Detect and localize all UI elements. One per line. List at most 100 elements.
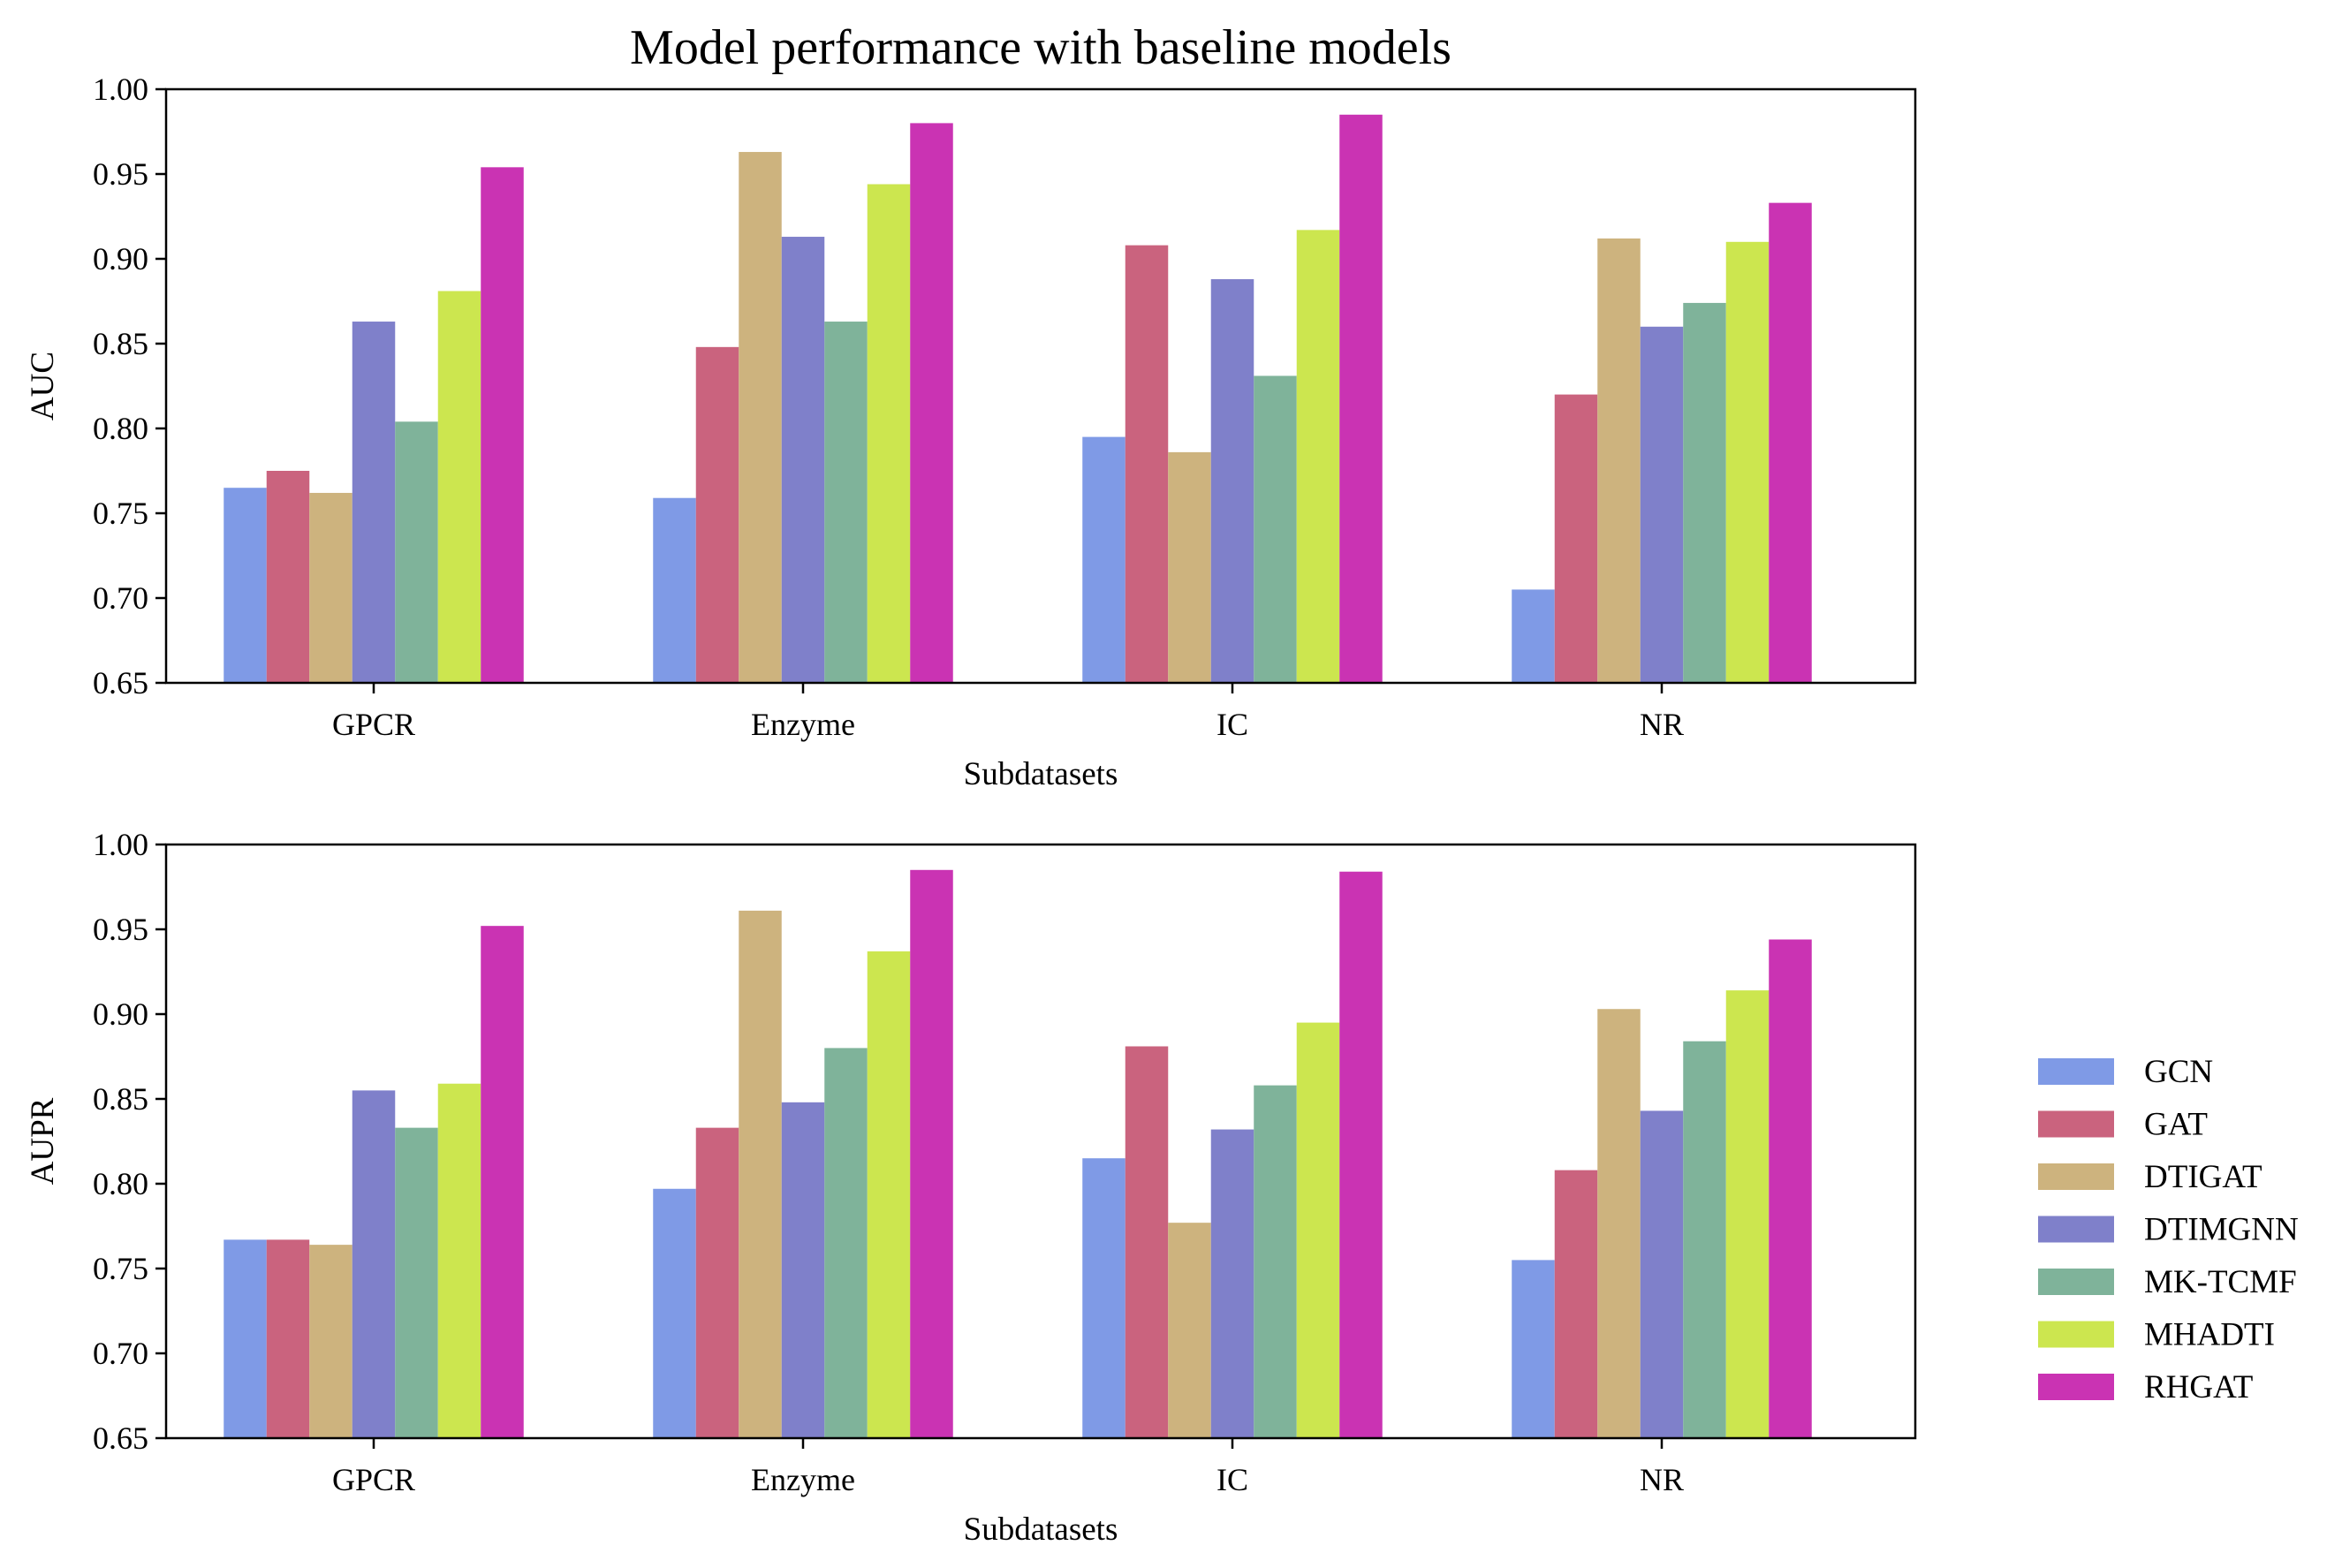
bar-rhgat-ic bbox=[1339, 871, 1383, 1438]
legend-label-dtigat: DTIGAT bbox=[2144, 1159, 2262, 1195]
bar-dtigat-ic bbox=[1168, 451, 1211, 683]
bar-gcn-nr bbox=[1512, 1260, 1555, 1438]
chart-panels: 0.65 0.70 0.75 0.80 0.85 0.90 0.95 1.00 GPCR Enzy… bbox=[25, 72, 1917, 1548]
axes-frame bbox=[164, 87, 1917, 685]
bar-dtimgnn-ic bbox=[1210, 279, 1254, 683]
bar-gat-gpcr bbox=[266, 471, 310, 683]
y-tick-label: 0.70 bbox=[93, 580, 148, 616]
bar-dtimgnn-enzyme bbox=[781, 1102, 825, 1438]
bar-gcn-enzyme bbox=[653, 497, 696, 683]
legend-swatch-rhgat bbox=[2038, 1374, 2114, 1400]
bar-rhgat-enzyme bbox=[910, 869, 953, 1438]
legend-label-rhgat: RHGAT bbox=[2144, 1369, 2253, 1405]
x-tick-label: NR bbox=[1640, 1462, 1684, 1497]
bar-gat-nr bbox=[1554, 394, 1598, 683]
bar-dtigat-ic bbox=[1168, 1223, 1211, 1438]
y-tick-label: 0.90 bbox=[93, 241, 148, 276]
bar-dtigat-gpcr bbox=[309, 1245, 352, 1438]
y-tick-label: 0.80 bbox=[93, 1166, 148, 1201]
bar-gat-enzyme bbox=[695, 1127, 739, 1438]
y-tick-label: 1.00 bbox=[93, 827, 148, 862]
bar-gcn-ic bbox=[1082, 436, 1126, 683]
x-tick-label: GPCR bbox=[332, 1462, 415, 1497]
legend-swatch-gat bbox=[2038, 1110, 2114, 1138]
x-tick-label: GPCR bbox=[332, 707, 415, 742]
bar-dtimgnn-ic bbox=[1210, 1129, 1254, 1438]
y-tick-label: 0.80 bbox=[93, 411, 148, 446]
figure-title: Model performance with baseline models bbox=[630, 20, 1451, 75]
bar-dtimgnn-gpcr bbox=[352, 1090, 396, 1438]
y-tick-label: 0.95 bbox=[93, 912, 148, 947]
bar-gat-ic bbox=[1125, 245, 1169, 683]
y-tick-label: 0.90 bbox=[93, 996, 148, 1032]
legend-label-gat: GAT bbox=[2144, 1107, 2208, 1143]
y-tick-label: 0.65 bbox=[93, 1420, 148, 1456]
bar-mhadti-gpcr bbox=[437, 291, 481, 683]
bar-mk-tcmf-ic bbox=[1254, 1085, 1297, 1438]
y-tick-label: 0.65 bbox=[93, 665, 148, 701]
bar-gat-gpcr bbox=[266, 1239, 310, 1438]
bar-mhadti-enzyme bbox=[867, 184, 911, 683]
bar-mk-tcmf-enzyme bbox=[824, 322, 868, 683]
x-tick-label: IC bbox=[1216, 1462, 1248, 1497]
y-tick-label: 0.85 bbox=[93, 1081, 148, 1117]
bar-gcn-ic bbox=[1082, 1158, 1126, 1438]
x-tick-label: Enzyme bbox=[751, 707, 855, 742]
bar-mhadti-ic bbox=[1296, 1022, 1340, 1438]
bar-mhadti-nr bbox=[1725, 241, 1770, 683]
chart-panel-2: 0.65 0.70 0.75 0.80 0.85 0.90 0.95 1.00 GPCR Enzy… bbox=[25, 827, 1917, 1548]
bar-dtigat-enzyme bbox=[739, 152, 782, 684]
legend-label-gcn: GCN bbox=[2144, 1054, 2213, 1090]
y-axis-label: AUPR bbox=[25, 1097, 61, 1185]
bar-dtigat-enzyme bbox=[739, 910, 782, 1438]
bar-dtigat-nr bbox=[1597, 1009, 1641, 1438]
bar-gcn-nr bbox=[1512, 589, 1555, 683]
legend-swatch-dtigat bbox=[2038, 1163, 2114, 1190]
bar-gcn-gpcr bbox=[224, 488, 267, 683]
bar-mhadti-nr bbox=[1725, 990, 1770, 1438]
legend: GCN GAT DTIGAT DTIMGNN MK-TCMF MHADTI RHGAT bbox=[2038, 1054, 2299, 1405]
bar-mk-tcmf-gpcr bbox=[395, 421, 438, 683]
chart-panel-1: 0.65 0.70 0.75 0.80 0.85 0.90 0.95 1.00 GPCR Enzy… bbox=[25, 72, 1917, 792]
bar-mk-tcmf-enzyme bbox=[824, 1048, 868, 1438]
bar-mhadti-ic bbox=[1296, 230, 1340, 683]
legend-swatch-gcn bbox=[2038, 1058, 2114, 1085]
legend-swatch-mk-tcmf bbox=[2038, 1269, 2114, 1295]
legend-label-mhadti: MHADTI bbox=[2144, 1317, 2275, 1353]
bar-gat-enzyme bbox=[695, 346, 739, 683]
y-tick-label: 0.75 bbox=[93, 496, 148, 531]
bar-rhgat-nr bbox=[1769, 939, 1812, 1438]
bar-mhadti-gpcr bbox=[437, 1083, 481, 1438]
bar-dtimgnn-nr bbox=[1640, 1110, 1684, 1438]
bar-mk-tcmf-nr bbox=[1683, 1041, 1726, 1438]
bar-gcn-enzyme bbox=[653, 1188, 696, 1438]
y-axis-label: AUC bbox=[25, 352, 61, 420]
bar-rhgat-gpcr bbox=[481, 167, 524, 683]
bar-rhgat-gpcr bbox=[481, 926, 524, 1438]
bar-gcn-gpcr bbox=[224, 1239, 267, 1438]
bar-mhadti-enzyme bbox=[867, 951, 911, 1438]
bar-rhgat-nr bbox=[1769, 202, 1812, 683]
legend-label-dtimgnn: DTIMGNN bbox=[2144, 1212, 2299, 1248]
bar-rhgat-ic bbox=[1339, 114, 1383, 684]
y-tick-label: 0.85 bbox=[93, 326, 148, 361]
legend-label-mk-tcmf: MK-TCMF bbox=[2144, 1264, 2297, 1300]
bar-mk-tcmf-gpcr bbox=[395, 1127, 438, 1438]
axes-frame bbox=[164, 843, 1917, 1440]
x-axis-label: Subdatasets bbox=[964, 1511, 1118, 1548]
y-tick-label: 0.95 bbox=[93, 156, 148, 192]
bar-dtimgnn-gpcr bbox=[352, 322, 396, 683]
bar-rhgat-enzyme bbox=[910, 123, 953, 683]
x-tick-label: IC bbox=[1216, 707, 1248, 742]
x-tick-label: Enzyme bbox=[751, 1462, 855, 1497]
bar-dtimgnn-enzyme bbox=[781, 237, 825, 683]
legend-swatch-dtimgnn bbox=[2038, 1216, 2114, 1243]
bar-dtimgnn-nr bbox=[1640, 326, 1684, 683]
bar-dtigat-gpcr bbox=[309, 492, 352, 683]
bar-mk-tcmf-ic bbox=[1254, 375, 1297, 683]
bar-dtigat-nr bbox=[1597, 238, 1641, 683]
y-tick-label: 1.00 bbox=[93, 72, 148, 107]
bar-gat-ic bbox=[1125, 1046, 1169, 1438]
x-axis-label: Subdatasets bbox=[964, 756, 1118, 792]
